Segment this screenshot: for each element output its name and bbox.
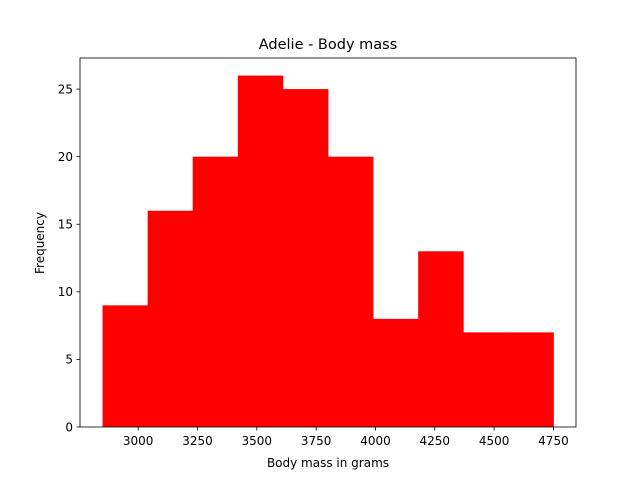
histogram-bar-4 — [237, 75, 284, 428]
chart-title: Adelie - Body mass — [259, 37, 398, 53]
y-tick-label: 0 — [65, 420, 73, 434]
x-tick-label: 4250 — [420, 434, 451, 448]
histogram-bar-8 — [418, 251, 464, 427]
histogram-bar-1 — [102, 305, 149, 427]
y-tick-label: 10 — [58, 285, 73, 299]
y-axis: 0 5 10 15 20 25 — [58, 82, 80, 434]
x-tick-label: 4750 — [538, 434, 569, 448]
histogram-bar-2 — [147, 210, 194, 427]
plot-frame — [79, 57, 577, 428]
histogram-bar-7 — [373, 318, 419, 427]
y-tick-label: 25 — [58, 82, 73, 96]
x-tick-label: 3000 — [123, 434, 154, 448]
x-tick-label: 3250 — [182, 434, 213, 448]
histogram-bar-9 — [463, 332, 509, 427]
x-axis: 3000 3250 3500 3750 4000 4250 4500 4750 — [123, 427, 569, 448]
y-axis-label: Frequency — [33, 212, 47, 274]
x-tick-label: 4000 — [360, 434, 391, 448]
bars-layer — [102, 75, 554, 428]
histogram-bar-5 — [282, 89, 329, 427]
y-tick-label: 20 — [58, 150, 73, 164]
histogram-bar-3 — [192, 156, 239, 427]
x-tick-label: 3750 — [301, 434, 332, 448]
y-tick-label: 15 — [58, 218, 73, 232]
x-tick-label: 3500 — [242, 434, 273, 448]
x-tick-label: 4500 — [479, 434, 510, 448]
histogram-bar-6 — [328, 156, 374, 427]
x-axis-label: Body mass in grams — [267, 456, 389, 470]
y-tick-label: 5 — [65, 353, 73, 367]
histogram-bar-10 — [508, 332, 554, 427]
